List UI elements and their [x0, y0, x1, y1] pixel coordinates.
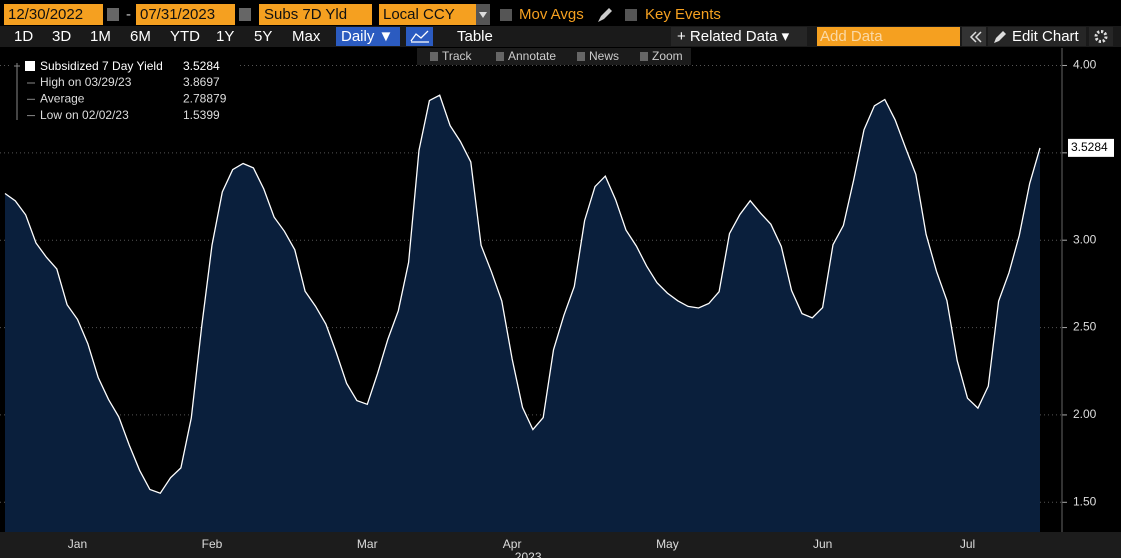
chart-tool[interactable]: News — [589, 49, 619, 63]
x-tick-label: May — [656, 537, 679, 551]
pencil-icon[interactable] — [598, 8, 612, 22]
x-tick-label: Mar — [357, 537, 378, 551]
tool-icon — [430, 52, 438, 61]
edit-chart-button[interactable] — [988, 27, 1086, 46]
range-button[interactable]: Max — [292, 28, 321, 45]
frequency[interactable]: Daily ▼ — [341, 28, 393, 45]
pencil-icon — [994, 31, 1006, 43]
field[interactable]: Subs 7D Yld — [264, 6, 347, 23]
range-button[interactable]: 5Y — [254, 28, 272, 45]
legend-stat-value: 2.78879 — [183, 91, 227, 105]
calendar-icon[interactable] — [107, 8, 119, 21]
legend-swatch — [25, 61, 35, 71]
table-button[interactable]: Table — [457, 28, 493, 45]
x-axis-strip — [0, 532, 1121, 558]
legend-stat-label: High on 03/29/23 — [40, 75, 132, 89]
currency[interactable]: Local CCY — [383, 6, 455, 23]
y-tick-label: 3.00 — [1073, 232, 1097, 246]
plot-area: 1.502.002.503.003.504.003.5284 — [0, 48, 1114, 532]
x-tick-label: Apr — [503, 537, 522, 551]
tool-icon — [496, 52, 504, 61]
key-events[interactable]: Key Events — [645, 6, 721, 23]
legend-label: Subsidized 7 Day Yield — [40, 59, 163, 73]
x-axis: Jan Feb Mar Apr May Jun Jul 2023 — [68, 537, 975, 558]
end-date[interactable]: 07/31/2023 — [140, 6, 215, 23]
last-value-label: 3.5284 — [1071, 140, 1108, 154]
date-dash: - — [126, 6, 131, 23]
legend-stat-label: Low on 02/02/23 — [40, 108, 129, 122]
edit-chart[interactable]: Edit Chart — [1012, 28, 1080, 45]
checkbox[interactable] — [500, 9, 512, 21]
checkbox[interactable] — [625, 9, 637, 21]
tool-icon — [577, 52, 585, 61]
legend-tree — [14, 63, 20, 120]
legend-stat-label: Average — [40, 91, 85, 105]
range-button[interactable]: 1M — [90, 28, 111, 45]
last-value-box — [1068, 138, 1114, 157]
range-button[interactable]: 1D — [14, 28, 33, 45]
add-data-box[interactable] — [817, 27, 960, 46]
x-tick-label: Jan — [68, 537, 87, 551]
start-date[interactable]: 12/30/2022 — [8, 6, 83, 23]
legend-box — [10, 57, 237, 127]
y-tick-label: 4.00 — [1073, 58, 1097, 72]
collapse-button[interactable] — [962, 27, 986, 46]
dropdown-arrow — [479, 12, 487, 18]
x-tick-label: Jun — [813, 537, 832, 551]
chart-tools-bar — [417, 48, 691, 65]
area-fill — [5, 95, 1040, 532]
mov-avgs[interactable]: Mov Avgs — [519, 6, 584, 23]
chart-tool[interactable]: Annotate — [508, 49, 556, 63]
gear-icon — [1094, 30, 1108, 43]
field-box[interactable] — [259, 4, 372, 25]
chart-icon — [410, 30, 429, 43]
range-button[interactable]: 6M — [130, 28, 151, 45]
range-button[interactable]: 3D — [52, 28, 71, 45]
range-button[interactable]: YTD — [170, 28, 200, 45]
x-tick-label: Feb — [202, 537, 223, 551]
end-date-box[interactable] — [136, 4, 235, 25]
legend-value: 3.5284 — [183, 59, 220, 73]
related-data[interactable]: + Related Data ▾ — [677, 28, 790, 45]
related-data-button[interactable] — [671, 27, 807, 46]
legend: Subsidized 7 Day Yield 3.5284 High on 03/2… — [14, 59, 227, 122]
frequency-button[interactable] — [336, 27, 400, 46]
currency-box[interactable] — [379, 4, 476, 25]
x-tick-label: Jul — [960, 537, 975, 551]
add-data[interactable]: Add Data — [820, 28, 883, 45]
chart-tool[interactable]: Zoom — [652, 49, 683, 63]
settings-button[interactable] — [1089, 27, 1113, 46]
chart-tool[interactable]: Track — [442, 49, 473, 63]
legend-stat-value: 1.5399 — [183, 108, 220, 122]
tool-icon — [640, 52, 648, 61]
collapse-icon — [969, 31, 982, 43]
y-tick-label: 2.50 — [1073, 320, 1097, 334]
range-button[interactable]: 1Y — [216, 28, 234, 45]
legend-stat-value: 3.8697 — [183, 75, 220, 89]
calendar-icon[interactable] — [239, 8, 251, 21]
y-tick-label: 1.50 — [1073, 494, 1097, 508]
start-date-box[interactable] — [4, 4, 103, 25]
series-line — [4, 94, 1041, 494]
y-tick-label: 2.00 — [1073, 407, 1097, 421]
year-label: 2023 — [515, 550, 542, 558]
chart-tools: Track Annotate News Zoom — [430, 49, 683, 63]
range-buttons: 1D 3D 1M 6M YTD 1Y 5Y Max — [14, 28, 321, 45]
